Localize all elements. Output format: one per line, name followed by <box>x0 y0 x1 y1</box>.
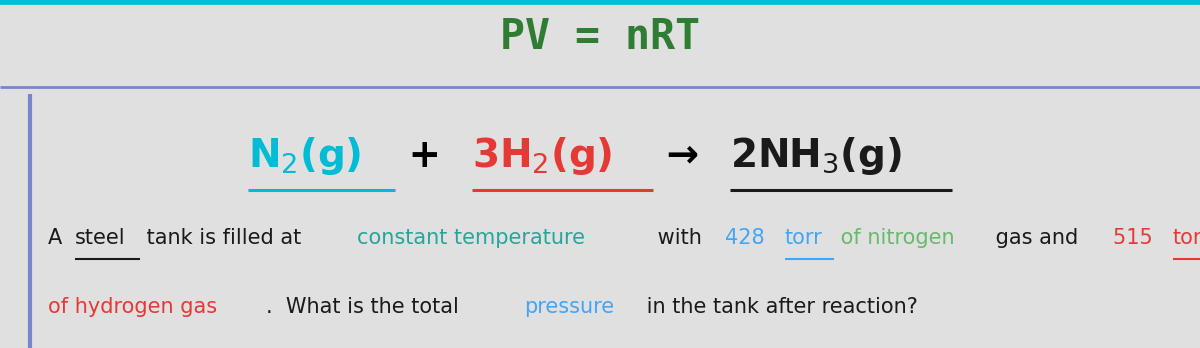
Text: torr: torr <box>1172 228 1200 247</box>
Text: +: + <box>395 137 455 175</box>
Text: steel: steel <box>74 228 126 247</box>
Text: tank is filled at: tank is filled at <box>140 228 308 247</box>
Text: torr: torr <box>785 228 823 247</box>
Text: in the tank after reaction?: in the tank after reaction? <box>640 297 918 317</box>
Text: A: A <box>48 228 68 247</box>
Text: with: with <box>652 228 708 247</box>
Text: 3H$_2$(g): 3H$_2$(g) <box>472 135 612 177</box>
Text: →: → <box>653 137 713 175</box>
Text: constant temperature: constant temperature <box>356 228 584 247</box>
Text: 515: 515 <box>1114 228 1159 247</box>
Text: .  What is the total: . What is the total <box>266 297 466 317</box>
Text: 2NH$_3$(g): 2NH$_3$(g) <box>730 135 901 177</box>
Text: 428: 428 <box>725 228 772 247</box>
Text: N$_2$(g): N$_2$(g) <box>248 135 361 177</box>
Text: pressure: pressure <box>523 297 613 317</box>
Text: gas and: gas and <box>989 228 1085 247</box>
Text: of nitrogen: of nitrogen <box>834 228 954 247</box>
Text: PV = nRT: PV = nRT <box>500 16 700 57</box>
Text: of hydrogen gas: of hydrogen gas <box>48 297 217 317</box>
